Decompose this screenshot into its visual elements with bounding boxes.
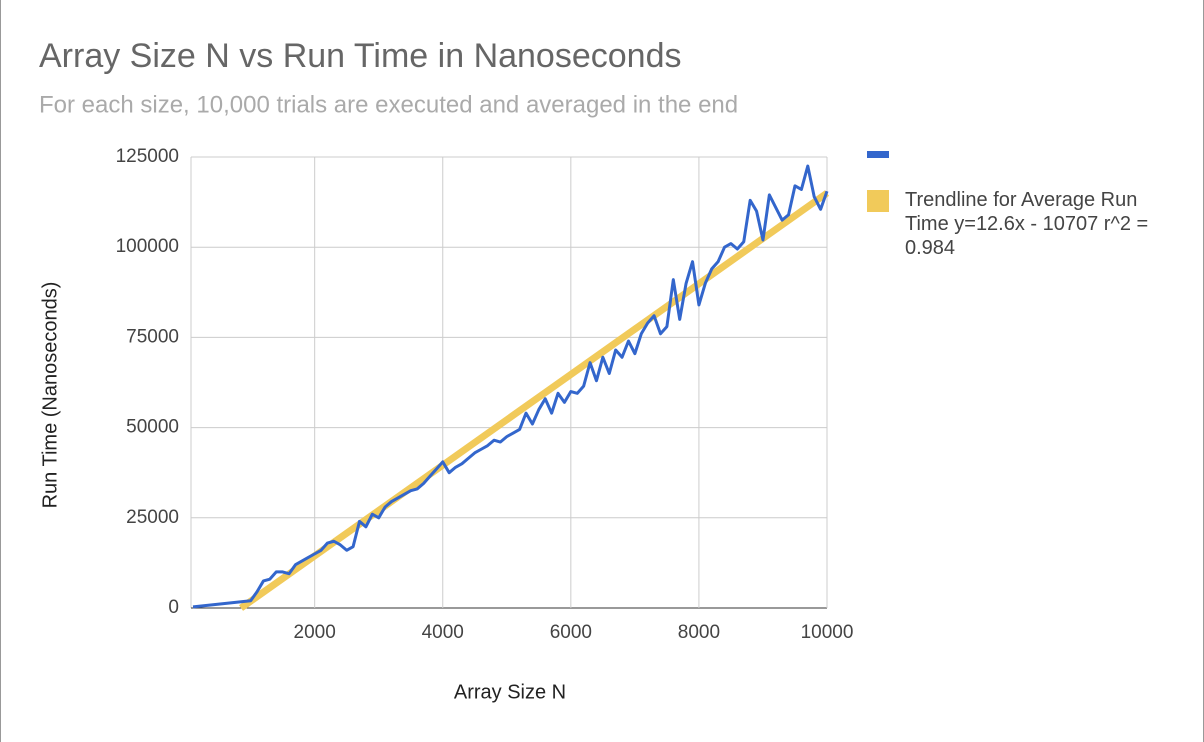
legend-swatch (867, 151, 889, 158)
chart-title: Array Size N vs Run Time in Nanoseconds (39, 37, 681, 75)
x-axis-title: Array Size N (454, 681, 566, 703)
legend-label: Trendline for Average Run Time y=12.6x -… (905, 189, 1149, 259)
y-tick-label: 125000 (116, 146, 179, 167)
legend-swatch (867, 190, 889, 212)
chart-subtitle: For each size, 10,000 trials are execute… (39, 91, 738, 118)
y-tick-label: 100000 (116, 236, 179, 257)
x-tick-label: 8000 (678, 622, 720, 643)
y-tick-label: 75000 (126, 326, 179, 347)
y-tick-label: 50000 (126, 417, 179, 438)
trendline (239, 190, 830, 611)
x-tick-label: 4000 (422, 622, 464, 643)
x-tick-label: 2000 (294, 622, 336, 643)
y-tick-label: 0 (168, 597, 179, 618)
x-tick-label: 10000 (801, 622, 854, 643)
y-axis-title: Run Time (Nanoseconds) (39, 282, 61, 509)
x-tick-label: 6000 (550, 622, 592, 643)
y-tick-label: 25000 (126, 507, 179, 528)
data-line (192, 164, 829, 609)
